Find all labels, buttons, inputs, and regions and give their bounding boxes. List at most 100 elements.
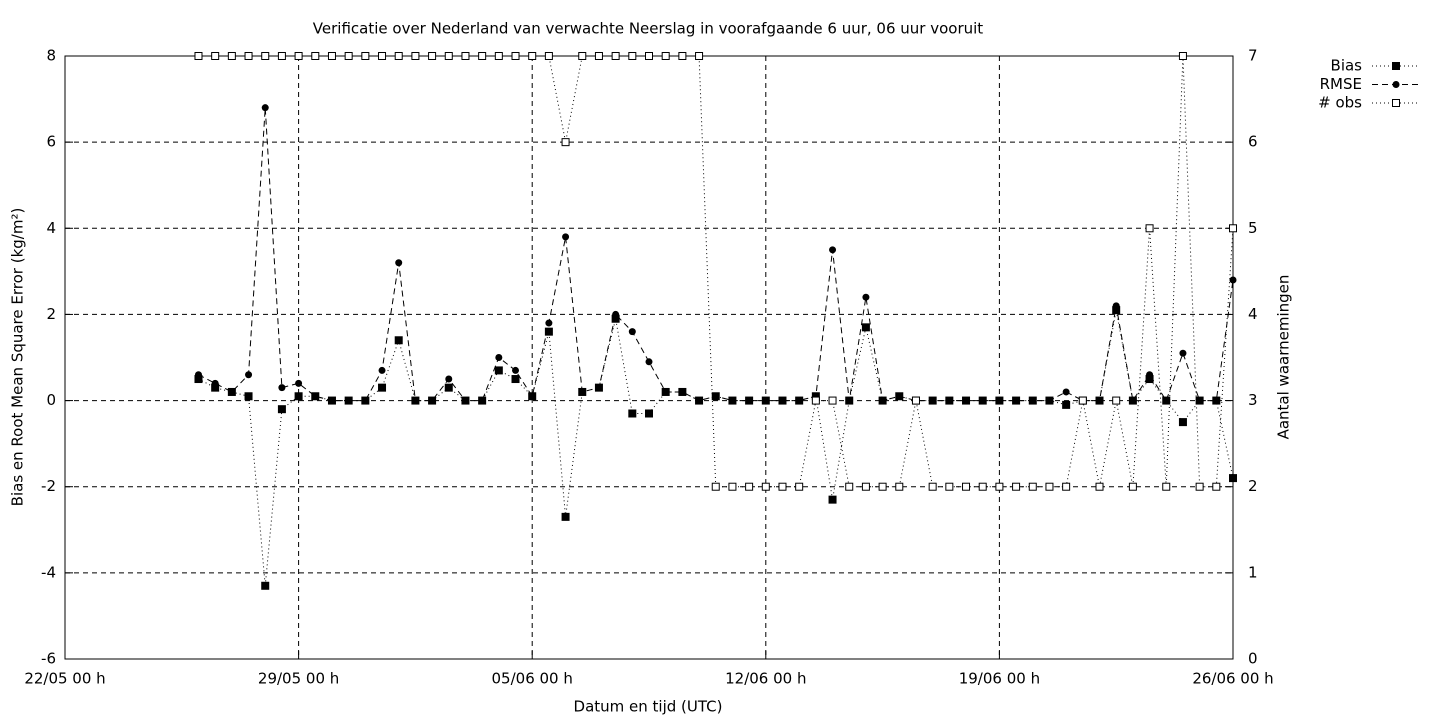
- point: [662, 388, 670, 396]
- point: [1045, 482, 1054, 491]
- y2-axis-label: Aantal waarnemingen: [1275, 275, 1293, 440]
- point: [1146, 371, 1154, 379]
- point: [227, 52, 236, 60]
- point: [1392, 81, 1400, 88]
- point: [244, 392, 253, 401]
- x-axis-label: Datum en tijd (UTC): [574, 698, 723, 716]
- point: [378, 52, 387, 60]
- point: [611, 52, 620, 60]
- point: [695, 52, 704, 60]
- point: [928, 482, 937, 491]
- point: [328, 397, 336, 405]
- point: [1095, 482, 1104, 491]
- point: [628, 409, 637, 418]
- x-tick-label: 12/06 00 h: [725, 670, 806, 688]
- point: [745, 397, 753, 405]
- point: [511, 52, 520, 60]
- point: [478, 397, 486, 405]
- point: [1029, 397, 1037, 405]
- point: [712, 392, 720, 400]
- y2-tick-label: 5: [1248, 219, 1258, 237]
- point: [277, 405, 286, 414]
- point: [394, 52, 403, 60]
- point: [795, 397, 803, 405]
- series-line: [198, 55, 1234, 488]
- point: [428, 397, 436, 405]
- y-tick-label: -2: [41, 477, 56, 495]
- point: [544, 327, 553, 336]
- point: [345, 397, 353, 405]
- plot-border: [64, 55, 1234, 660]
- point: [311, 392, 319, 400]
- y-tick-label: -6: [41, 650, 56, 668]
- point: [995, 397, 1003, 405]
- chart-title: Verificatie over Nederland van verwachte…: [313, 20, 983, 38]
- y2-tick-label: 6: [1248, 133, 1258, 151]
- point: [861, 482, 870, 491]
- point: [628, 52, 637, 60]
- point: [361, 52, 370, 60]
- legend-label: # obs: [1318, 94, 1362, 112]
- point: [1128, 482, 1137, 491]
- point: [311, 52, 320, 60]
- y-tick-label: 0: [46, 391, 56, 409]
- point: [879, 397, 887, 405]
- point: [228, 388, 236, 396]
- point: [811, 396, 820, 405]
- point: [495, 354, 503, 361]
- point: [261, 52, 270, 60]
- point: [378, 383, 387, 392]
- point: [828, 495, 837, 504]
- point: [494, 366, 503, 375]
- point: [1078, 396, 1087, 405]
- y-tick-label: 6: [46, 133, 56, 151]
- y2-tick-label: 3: [1248, 391, 1258, 409]
- point: [978, 482, 987, 491]
- point: [444, 52, 453, 60]
- point: [612, 310, 620, 318]
- point: [494, 52, 503, 60]
- point: [1062, 482, 1071, 491]
- point: [979, 397, 987, 405]
- point: [1392, 99, 1400, 107]
- y2-tick-label: 1: [1248, 563, 1258, 581]
- point: [478, 52, 487, 60]
- point: [562, 233, 570, 241]
- point: [862, 293, 870, 301]
- point: [395, 259, 403, 267]
- point: [845, 482, 854, 491]
- point: [728, 482, 737, 491]
- point: [1178, 418, 1187, 427]
- x-tick-label: 19/06 00 h: [959, 670, 1040, 688]
- point: [294, 392, 303, 401]
- point: [1196, 397, 1204, 405]
- point: [278, 384, 286, 392]
- point: [778, 397, 786, 405]
- point: [344, 52, 353, 60]
- point: [778, 482, 787, 491]
- point: [1112, 396, 1121, 405]
- series-line: [198, 107, 1234, 402]
- point: [945, 482, 954, 491]
- point: [1195, 482, 1204, 491]
- x-tick-label: 22/05 00 h: [24, 670, 105, 688]
- point: [895, 392, 903, 400]
- y-tick-label: 8: [46, 47, 56, 65]
- point: [411, 397, 419, 405]
- point: [828, 396, 837, 405]
- point: [661, 52, 670, 60]
- point: [294, 52, 303, 60]
- y2-tick-label: 0: [1248, 650, 1258, 668]
- point: [211, 52, 220, 60]
- point: [511, 375, 520, 384]
- point: [378, 366, 386, 374]
- point: [628, 328, 636, 336]
- point: [461, 397, 469, 405]
- point: [445, 375, 453, 383]
- point: [194, 371, 202, 379]
- point: [645, 409, 653, 418]
- point: [544, 52, 553, 60]
- x-tick-label: 05/06 00 h: [492, 670, 573, 688]
- point: [845, 397, 853, 405]
- point: [1028, 482, 1037, 491]
